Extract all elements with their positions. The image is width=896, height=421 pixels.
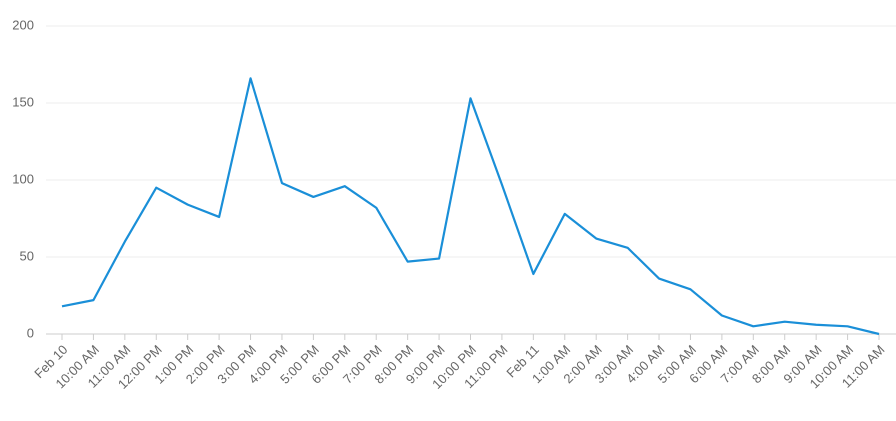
- line: [61, 77, 880, 336]
- y-tick-label: 50: [20, 248, 34, 263]
- y-tick-label: 150: [12, 94, 34, 109]
- y-tick-label: 200: [12, 17, 34, 32]
- y-tick-label: 0: [27, 325, 34, 340]
- y-tick-label: 100: [12, 171, 34, 186]
